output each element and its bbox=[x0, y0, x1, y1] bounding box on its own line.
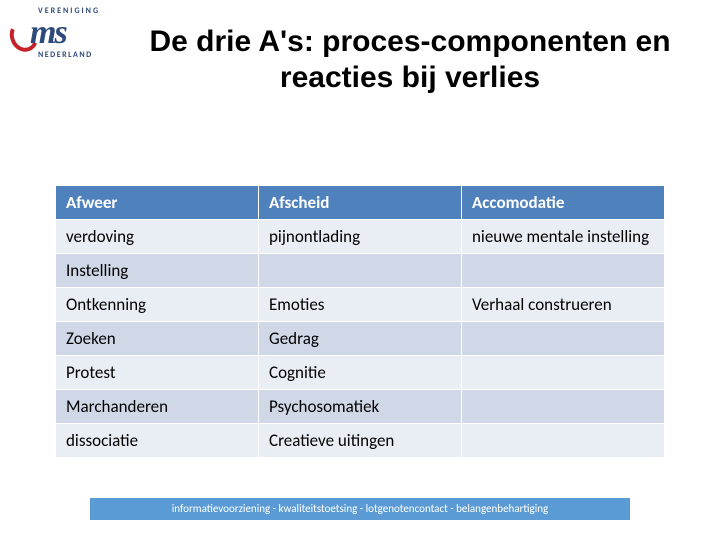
table-header-cell: Afweer bbox=[56, 186, 259, 220]
table-cell: Gedrag bbox=[259, 322, 462, 356]
footer-text: informatievoorziening - kwaliteitstoetsi… bbox=[172, 502, 548, 515]
table-cell: Cognitie bbox=[259, 356, 462, 390]
table-cell bbox=[462, 322, 665, 356]
table-row: dissociatie Creatieve uitingen bbox=[56, 424, 665, 458]
table-cell: Zoeken bbox=[56, 322, 259, 356]
table-row: Zoeken Gedrag bbox=[56, 322, 665, 356]
table-row: Instelling bbox=[56, 254, 665, 288]
table-cell bbox=[259, 254, 462, 288]
table-cell: nieuwe mentale instelling bbox=[462, 220, 665, 254]
table-cell bbox=[462, 390, 665, 424]
table-cell: Creatieve uitingen bbox=[259, 424, 462, 458]
table-cell bbox=[462, 356, 665, 390]
footer-bar: informatievoorziening - kwaliteitstoetsi… bbox=[90, 498, 630, 520]
logo-ms-text: ms bbox=[30, 14, 66, 52]
table-header-row: Afweer Afscheid Accomodatie bbox=[56, 186, 665, 220]
table-row: verdoving pijnontlading nieuwe mentale i… bbox=[56, 220, 665, 254]
table-row: Protest Cognitie bbox=[56, 356, 665, 390]
table-cell: Marchanderen bbox=[56, 390, 259, 424]
page-title: De drie A's: proces-componenten en react… bbox=[120, 24, 700, 96]
table-cell: Ontkenning bbox=[56, 288, 259, 322]
table-cell: Instelling bbox=[56, 254, 259, 288]
table-cell: verdoving bbox=[56, 220, 259, 254]
table-cell: Emoties bbox=[259, 288, 462, 322]
table-cell: Psychosomatiek bbox=[259, 390, 462, 424]
logo: VERENIGING ms NEDERLAND bbox=[10, 6, 125, 66]
table-cell: Protest bbox=[56, 356, 259, 390]
table-cell: pijnontlading bbox=[259, 220, 462, 254]
table-row: Ontkenning Emoties Verhaal construeren bbox=[56, 288, 665, 322]
table-cell: Verhaal construeren bbox=[462, 288, 665, 322]
content-table-wrap: Afweer Afscheid Accomodatie verdoving pi… bbox=[55, 185, 665, 458]
table-cell bbox=[462, 254, 665, 288]
table-row: Marchanderen Psychosomatiek bbox=[56, 390, 665, 424]
slide: VERENIGING ms NEDERLAND De drie A's: pro… bbox=[0, 0, 720, 540]
logo-ms-mark: ms bbox=[10, 14, 125, 54]
table-cell bbox=[462, 424, 665, 458]
content-table: Afweer Afscheid Accomodatie verdoving pi… bbox=[55, 185, 665, 458]
table-header-cell: Accomodatie bbox=[462, 186, 665, 220]
table-header-cell: Afscheid bbox=[259, 186, 462, 220]
table-cell: dissociatie bbox=[56, 424, 259, 458]
